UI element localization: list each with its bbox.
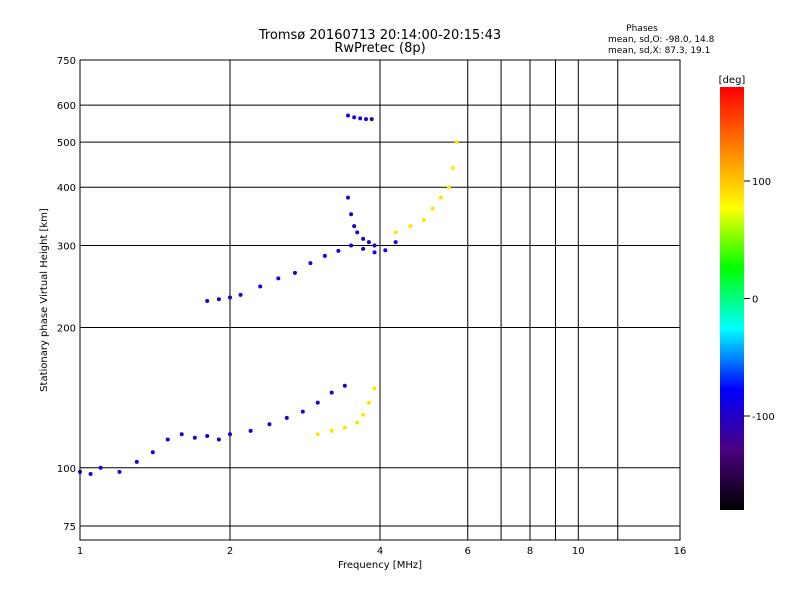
data-points [78, 113, 459, 476]
data-point [345, 113, 350, 118]
data-point [315, 400, 320, 405]
data-point [361, 412, 366, 417]
data-point [276, 276, 281, 281]
data-point [352, 224, 357, 229]
data-point [446, 185, 451, 190]
chart-title-line1: Tromsø 20160713 20:14:00-20:15:43 [258, 28, 501, 43]
phases-heading: Phases [626, 24, 658, 34]
data-point [342, 383, 347, 388]
x-tick-label: 6 [465, 546, 471, 557]
data-point [228, 295, 232, 300]
x-axis-ticks: 1 2 4 6 8 10 16 [77, 546, 687, 557]
data-point [284, 415, 289, 420]
data-point [438, 195, 443, 200]
data-point [342, 425, 347, 430]
data-point [349, 212, 354, 217]
data-point [383, 248, 388, 253]
y-tick-label: 100 [57, 464, 76, 475]
x-tick-label: 4 [377, 546, 383, 557]
data-point [216, 297, 221, 302]
phases-x-stats: mean, sd,X: 87.3, 19.1 [608, 46, 710, 56]
data-point [364, 117, 369, 122]
data-point [308, 261, 313, 266]
data-point [393, 230, 398, 235]
data-point [300, 409, 305, 414]
y-tick-label: 200 [57, 324, 76, 335]
data-point [349, 243, 354, 248]
data-point [322, 253, 327, 258]
colorbar [720, 87, 744, 510]
data-point [205, 298, 210, 303]
colorbar-ticks: 100 0 -100 [744, 177, 775, 423]
data-point [361, 246, 366, 251]
x-tick-label: 10 [572, 546, 585, 557]
data-point [258, 284, 263, 289]
data-point [450, 165, 455, 170]
data-point [355, 230, 360, 235]
data-point [355, 420, 360, 425]
data-point [216, 437, 221, 442]
x-tick-label: 1 [77, 546, 83, 557]
x-axis-label: Frequency [MHz] [338, 560, 422, 571]
y-tick-label: 400 [57, 183, 76, 194]
data-point [372, 250, 377, 255]
y-tick-label: 750 [57, 56, 76, 67]
data-point [358, 116, 363, 121]
data-point [369, 117, 374, 122]
data-point [393, 240, 398, 245]
data-point [165, 437, 170, 442]
data-point [421, 218, 426, 223]
data-point [430, 206, 435, 211]
data-point [372, 386, 377, 391]
data-point [292, 270, 297, 275]
data-point [454, 140, 459, 145]
colorbar-tick-label: 0 [752, 295, 758, 306]
data-point [267, 422, 272, 427]
data-point [345, 195, 350, 200]
data-point [352, 115, 357, 120]
data-point [366, 400, 371, 405]
data-point [336, 248, 341, 253]
data-point [150, 450, 155, 455]
x-tick-label: 2 [227, 546, 233, 557]
y-axis-label: Stationary phase Virtual Height [km] [39, 208, 50, 392]
data-point [192, 435, 197, 440]
data-point [98, 465, 103, 470]
data-point [228, 432, 232, 437]
chart-title-line2: RwPretec (8p) [334, 41, 425, 56]
colorbar-tick-label: -100 [752, 412, 775, 423]
data-point [329, 390, 334, 395]
grid-lines [79, 59, 681, 540]
x-tick-label: 8 [527, 546, 533, 557]
x-tick-label: 16 [674, 546, 687, 557]
data-point [315, 432, 320, 437]
data-point [238, 292, 243, 297]
data-point [117, 469, 122, 474]
data-point [408, 224, 413, 229]
data-point [361, 236, 366, 241]
plot-frame [79, 59, 681, 541]
data-point [329, 428, 334, 433]
data-point [372, 243, 377, 248]
data-point [366, 240, 371, 245]
y-tick-label: 300 [57, 241, 76, 252]
data-point [179, 432, 184, 437]
phases-o-stats: mean, sd,O: -98.0, 14.8 [608, 35, 715, 45]
data-point [205, 434, 210, 439]
data-point [134, 459, 139, 464]
y-axis-ticks: 75 100 200 300 400 500 600 750 [57, 56, 76, 533]
y-tick-label: 600 [57, 101, 76, 112]
colorbar-label: [deg] [719, 75, 746, 86]
y-tick-label: 500 [57, 138, 76, 149]
y-tick-label: 75 [63, 522, 76, 533]
data-point [248, 428, 253, 433]
data-point [88, 471, 93, 476]
colorbar-tick-label: 100 [752, 177, 771, 188]
